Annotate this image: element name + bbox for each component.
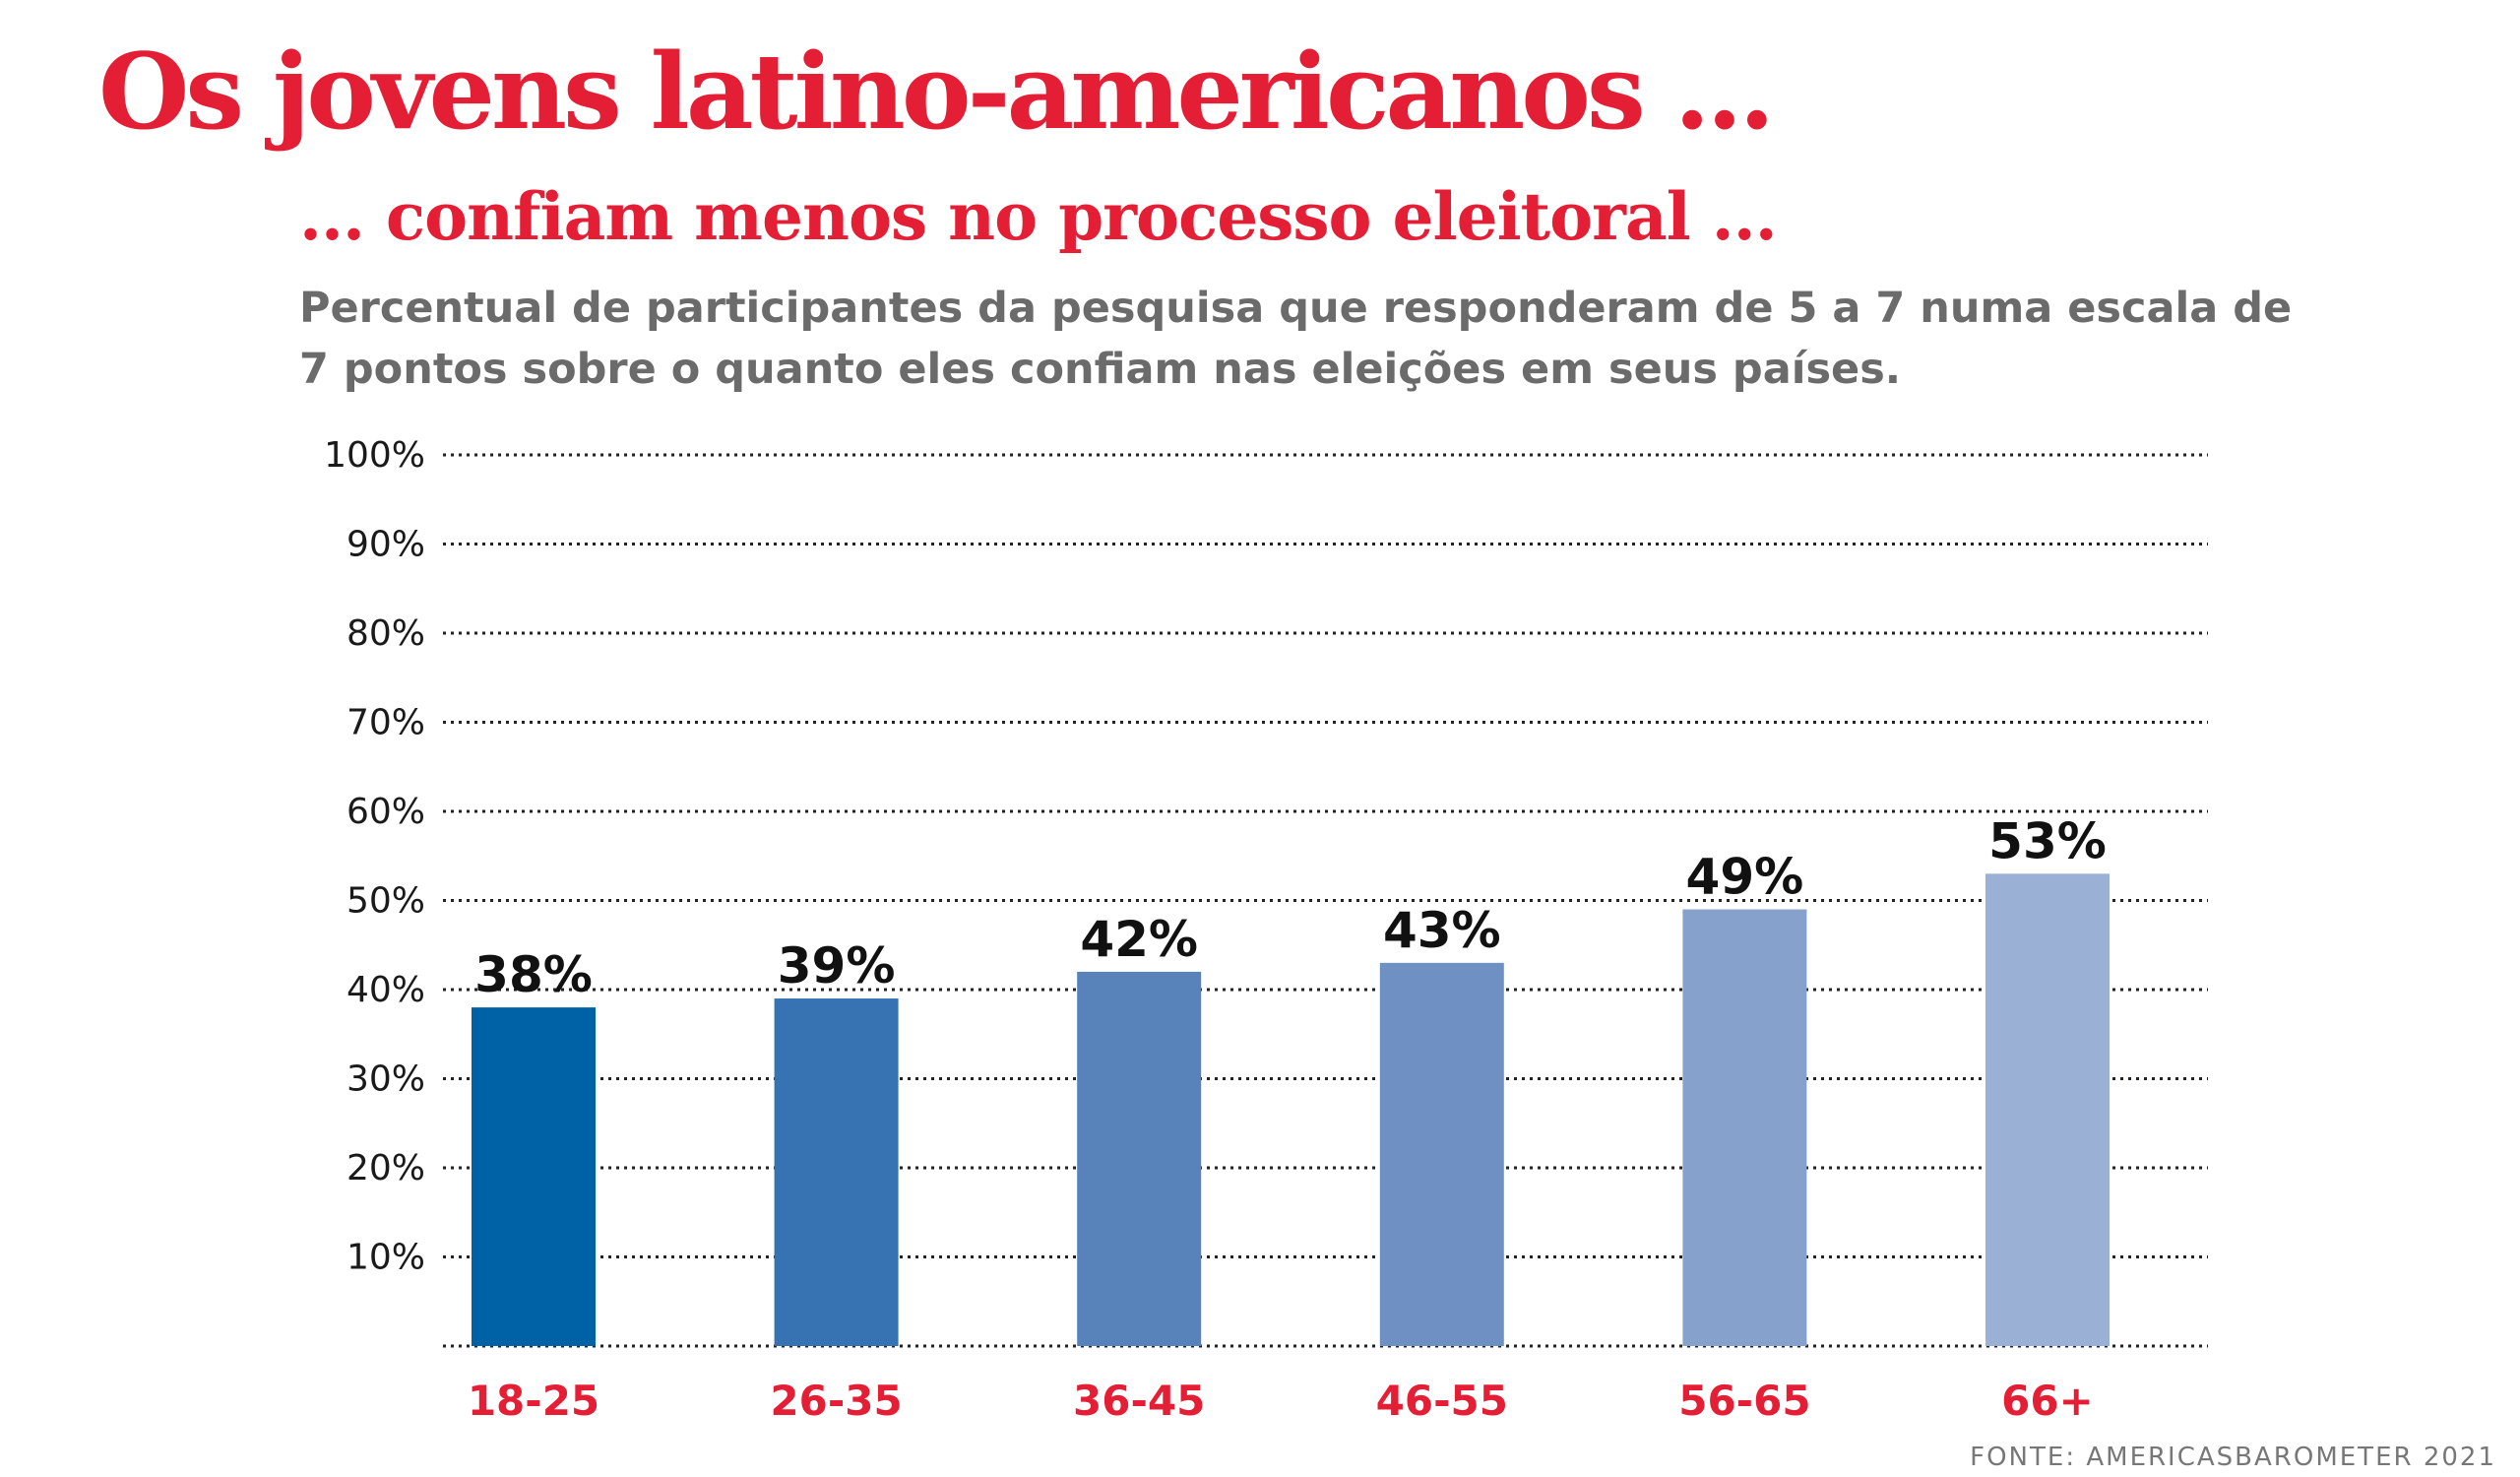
y-tick-label: 90%: [346, 525, 425, 565]
chart-description: Percentual de participantes da pesquisa …: [299, 284, 2293, 394]
value-label: 53%: [1988, 812, 2107, 869]
category-label: 36-45: [1073, 1377, 1205, 1425]
value-label: 49%: [1686, 849, 1804, 906]
y-tick-label: 80%: [346, 613, 425, 654]
y-tick-label: 60%: [346, 792, 425, 832]
category-labels: 18-25 26-35 36-45 46-55 56-65 66+: [468, 1377, 2094, 1425]
y-tick-label: 100%: [324, 435, 425, 476]
bar-46-55: [1379, 962, 1504, 1346]
category-label: 46-55: [1376, 1377, 1508, 1425]
y-tick-label: 20%: [346, 1148, 425, 1188]
value-labels: 38% 39% 42% 43% 49% 53%: [474, 812, 2107, 1003]
chart-title: Os jovens latino-americanos ...: [98, 30, 1775, 153]
y-tick-label: 50%: [346, 881, 425, 922]
category-label: 56-65: [1678, 1377, 1810, 1425]
value-label: 39%: [778, 937, 896, 995]
bar-18-25: [472, 1007, 596, 1346]
category-label: 26-35: [770, 1377, 902, 1425]
chart-subtitle: ... confiam menos no processo eleitoral …: [299, 178, 1778, 255]
bar-66+: [1985, 873, 2110, 1346]
category-label: 18-25: [468, 1377, 599, 1425]
value-label: 43%: [1383, 902, 1501, 959]
y-tick-label: 10%: [346, 1238, 425, 1278]
bar-56-65: [1682, 909, 1807, 1346]
y-tick-label: 40%: [346, 970, 425, 1010]
value-label: 42%: [1080, 911, 1198, 968]
category-label: 66+: [2001, 1377, 2094, 1425]
y-axis-labels: 10% 20% 30% 40% 50% 60% 70% 80% 90% 100%: [324, 435, 425, 1278]
source-note: FONTE: AMERICASBAROMETER 2021: [1970, 1443, 2496, 1472]
y-tick-label: 70%: [346, 703, 425, 743]
value-label: 38%: [474, 946, 593, 1003]
y-tick-label: 30%: [346, 1060, 425, 1100]
gridlines: [443, 453, 2208, 1348]
bar-36-45: [1077, 971, 1202, 1346]
bar-26-35: [774, 998, 899, 1346]
bars: [472, 873, 2110, 1346]
